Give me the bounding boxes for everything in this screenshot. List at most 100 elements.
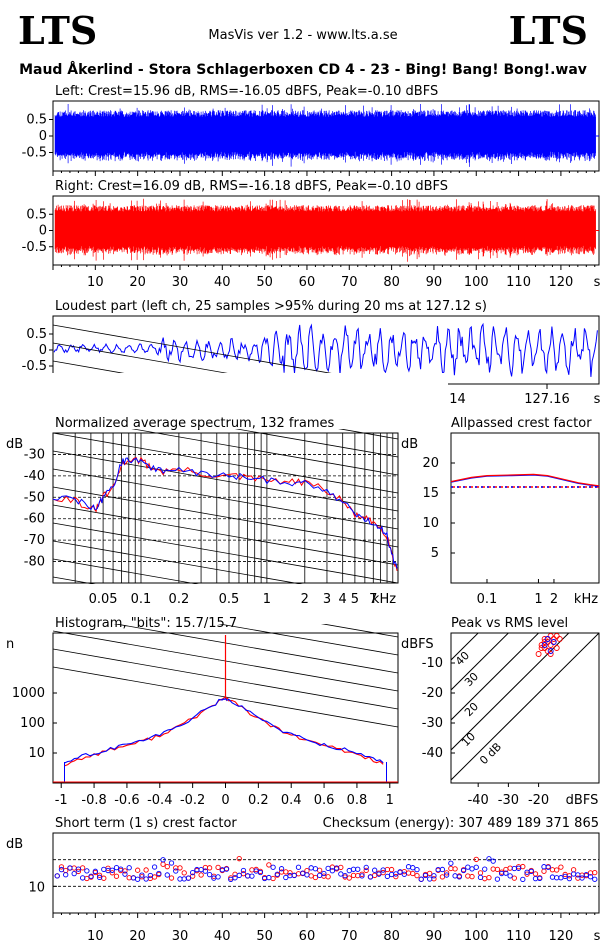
stc-point <box>439 866 446 873</box>
stc-point <box>135 876 141 882</box>
pvr-diagonal-line <box>451 633 599 781</box>
stc-point <box>494 866 501 873</box>
histogram-x-tick-label: -0.8 <box>81 793 106 808</box>
stc-point <box>562 873 568 880</box>
stc-point <box>160 857 166 863</box>
pvr-point <box>547 633 554 639</box>
stc-point <box>486 856 492 862</box>
stc-frame <box>52 832 600 914</box>
stc-point <box>312 874 319 881</box>
pvr-diagonal-label: 40 <box>453 649 472 668</box>
stc-point <box>431 873 437 879</box>
spectrum-slope-line <box>52 486 399 548</box>
app-title: MasVis ver 1.2 - www.lts.a.se <box>208 28 397 43</box>
pvr-point <box>550 636 557 642</box>
stc-point <box>249 873 255 879</box>
spectrum-x-tick-label: 1 <box>263 592 271 607</box>
right-x-unit: s <box>594 275 601 290</box>
pvr-point <box>544 636 551 642</box>
left-y-tick-label: -0.5 <box>22 146 47 161</box>
stc-point <box>541 864 547 870</box>
pvr-point <box>541 642 548 648</box>
spectrum-series-line <box>52 457 398 569</box>
stc-x-tick-label: 120 <box>548 929 573 944</box>
stc-point <box>554 875 560 881</box>
stc-point <box>168 875 175 881</box>
stc-point <box>270 864 276 870</box>
pvr-x-tick-label: -30 <box>498 793 519 808</box>
stc-point <box>448 860 454 866</box>
pvr-y-tick-label: -40 <box>422 746 443 761</box>
stc-point <box>566 875 573 882</box>
stc-point <box>333 865 340 871</box>
stc-point <box>177 876 183 882</box>
pvr-diagonal-label: 30 <box>462 670 481 689</box>
stc-point <box>71 865 77 871</box>
spectrum-panel: Normalized average spectrum, 132 frames d… <box>0 324 448 728</box>
spectrum-frame <box>52 432 399 584</box>
stc-point <box>477 874 484 880</box>
left-waveform <box>54 104 596 167</box>
pvr-frame <box>450 632 600 784</box>
stc-point <box>414 866 420 873</box>
histogram-x-tick-label: 0.2 <box>248 793 269 808</box>
stc-point <box>63 872 69 878</box>
allpassed-x-tick-label: 0.1 <box>477 592 498 607</box>
stc-point <box>164 872 170 878</box>
pvr-diagonal-line <box>451 633 540 721</box>
stc-point <box>405 864 412 870</box>
histogram-y-tick-label: 1000 <box>12 686 45 701</box>
logo-right: LTS <box>509 8 588 53</box>
stc-point <box>490 858 496 864</box>
spectrum-x-tick-label: 0.5 <box>219 592 240 607</box>
histogram-x-tick-label: 1 <box>386 793 394 808</box>
stc-point <box>427 876 433 882</box>
stc-point <box>570 871 577 877</box>
right-x-tick-label: 100 <box>464 275 489 290</box>
stc-point <box>295 864 302 870</box>
stc-point <box>355 866 361 872</box>
stc-point <box>266 874 272 881</box>
stc-point <box>558 864 564 870</box>
stc-point <box>312 866 319 872</box>
pvr-diagonal-line <box>451 633 479 661</box>
stc-point <box>79 865 86 871</box>
stc-point <box>486 874 492 881</box>
stc-point <box>359 873 365 879</box>
right-x-tick-label: 30 <box>172 275 189 290</box>
pvr-y-tick-label: -10 <box>422 656 443 671</box>
stc-point <box>372 867 378 873</box>
stc-point <box>249 867 255 873</box>
stc-point <box>346 875 352 881</box>
stc-x-tick-label: 60 <box>299 929 316 944</box>
stc-point <box>405 870 412 876</box>
stc-point <box>321 870 327 877</box>
spectrum-y-tick-label: -40 <box>24 469 45 484</box>
stc-point <box>270 875 276 882</box>
stc-point <box>363 864 369 871</box>
stc-point <box>96 874 103 880</box>
stc-point <box>109 870 115 876</box>
histogram-series-line <box>64 698 384 764</box>
pvr-point <box>535 651 542 657</box>
stc-point <box>342 873 348 879</box>
pvr-y-tick-label: -20 <box>422 686 443 701</box>
spectrum-slope-line <box>52 504 399 566</box>
stc-point <box>190 873 196 879</box>
stc-point <box>388 871 395 878</box>
spectrum-x-tick-label: 0.2 <box>169 592 190 607</box>
stc-point <box>139 874 145 880</box>
spectrum-slope-line <box>52 522 399 584</box>
stc-point <box>325 874 331 880</box>
stc-point <box>283 874 289 881</box>
right-waveform-panel: Right: Crest=16.09 dB, RMS=-16.18 dBFS, … <box>22 179 601 290</box>
pvr-point <box>541 645 548 651</box>
spectrum-x-tick-label: 5 <box>351 592 359 607</box>
stc-point <box>482 876 488 882</box>
stc-point <box>515 865 522 871</box>
stc-point <box>401 871 407 877</box>
right-x-tick-label: 40 <box>214 275 231 290</box>
histogram-x-tick-label: -0.4 <box>147 793 172 808</box>
histogram-y-tick-label: 10 <box>28 746 45 761</box>
